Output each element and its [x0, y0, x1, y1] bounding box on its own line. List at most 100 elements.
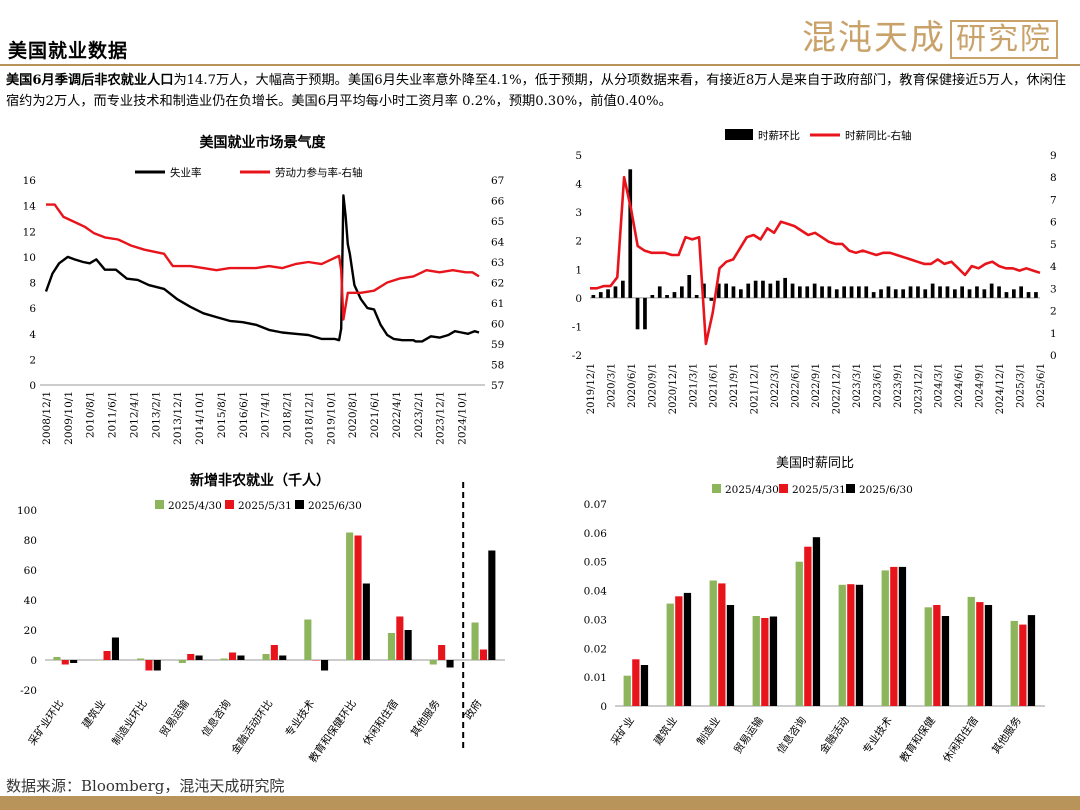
legend-label: 时薪同比-右轴 [845, 129, 912, 142]
y-tick-label: 3 [575, 207, 582, 219]
bar [827, 286, 832, 298]
bar [262, 654, 270, 660]
y-tick-label: 0.06 [584, 528, 608, 540]
bar [1026, 292, 1031, 298]
x-tick-label: 2020/3/1 [606, 363, 617, 408]
bar [270, 645, 278, 660]
x-tick-label: 2009/10/1 [63, 391, 75, 445]
bar [933, 605, 941, 706]
bar [220, 658, 228, 660]
bar [804, 546, 812, 706]
x-tick-label: 2022/4/1 [391, 391, 403, 438]
x-tick-label: 2022/3/1 [770, 363, 781, 408]
bar [716, 283, 721, 298]
series-line [590, 175, 1041, 346]
x-tick-label: 2023/12/1 [913, 363, 924, 414]
series-line [46, 203, 480, 321]
bar [881, 570, 889, 706]
x-tick-label: 2021/6/1 [369, 391, 381, 438]
bar [683, 592, 692, 706]
x-tick-label: 2018/2/1 [282, 391, 294, 438]
x-tick-label: 2019/10/1 [325, 391, 337, 445]
chart-wage-yoy-by-sector: 美国时薪同比 2025/4/30 2025/5/31 2025/6/30 0 0.01 0.… [584, 456, 1045, 765]
y-tick-label: 0.01 [584, 672, 607, 684]
bar [795, 561, 803, 706]
y2-tick-label: 60 [491, 319, 504, 331]
series-line [44, 194, 480, 343]
bar [941, 616, 950, 706]
y-tick-label: 100 [17, 505, 37, 517]
bar [752, 616, 760, 706]
y2-tick-label: 59 [491, 339, 504, 351]
legend-label: 时薪环比 [758, 129, 800, 142]
bar [623, 675, 631, 706]
chart-hourly-wages: 时薪环比 时薪同比-右轴 -2 -1 0 1 2 3 4 5 0 1 2 3 4 5 6 7 8 9 2019/12/1… [572, 129, 1057, 414]
category-label: 贸易运输 [157, 697, 192, 739]
legend-swatch [712, 484, 721, 493]
x-tick-label: 2013/2/1 [150, 391, 162, 438]
bar [279, 655, 287, 660]
bar [95, 660, 103, 661]
bar [598, 292, 603, 298]
bar [726, 605, 735, 706]
y2-tick-label: 66 [491, 196, 505, 208]
bar [103, 651, 111, 660]
bar [362, 583, 370, 660]
bar [838, 584, 846, 706]
chart-title: 美国时薪同比 [776, 456, 854, 471]
bar [893, 289, 898, 298]
logo-boxed-text: 研究院 [950, 20, 1058, 59]
bar [753, 280, 758, 298]
y2-tick-label: 5 [1050, 239, 1057, 251]
bar [387, 633, 395, 660]
bar [761, 280, 765, 298]
category-label: 教育和保健 [897, 714, 938, 765]
page-title: 美国就业数据 [8, 40, 129, 62]
y-tick-label: 10 [23, 252, 36, 264]
bottom-bar [0, 796, 1080, 810]
bar [967, 596, 975, 706]
legend-label: 劳动力参与率-右轴 [275, 166, 363, 179]
bar [321, 660, 329, 671]
y-tick-label: 12 [23, 226, 36, 238]
x-tick-label: 2023/3/1 [852, 363, 863, 408]
bar [890, 566, 898, 706]
x-tick-label: 2022/12/1 [831, 363, 842, 414]
y-tick-label: -1 [572, 321, 582, 333]
x-tick-label: 2024/10/1 [457, 391, 469, 445]
bar [640, 665, 649, 706]
legend-swatch [846, 484, 855, 493]
summary-text: 为14.7万人，大幅高于预期。美国6月失业率意外降至4.1%，低于预期，从分项数… [6, 73, 1066, 109]
bar [187, 654, 195, 660]
bar [479, 649, 487, 660]
y2-tick-label: 2 [1050, 306, 1057, 318]
bar [967, 289, 972, 298]
x-tick-label: 2013/12/1 [172, 391, 184, 445]
y2-tick-label: 58 [491, 360, 504, 372]
x-tick-label: 2016/6/1 [238, 391, 250, 438]
bar [1027, 615, 1036, 706]
brand-logo: 混沌天成 研究院 [802, 10, 1058, 59]
bar [632, 659, 640, 706]
y2-tick-label: 7 [1050, 194, 1057, 206]
x-tick-label: 2021/9/1 [729, 363, 740, 408]
bar [798, 286, 802, 298]
legend-swatch [725, 129, 753, 140]
legend-label: 2025/5/31 [238, 500, 292, 512]
y2-tick-label: 57 [491, 380, 504, 392]
category-label: 休闲和住宿 [360, 697, 401, 747]
category-label: 建筑业 [651, 714, 680, 747]
bar [960, 286, 964, 298]
x-tick-label: 2023/12/1 [435, 391, 447, 445]
bar [739, 289, 743, 298]
bar [864, 286, 869, 298]
logo-text: 混沌天成 [802, 18, 946, 58]
y-tick-label: 1 [575, 264, 582, 276]
x-tick-label: 2020/12/1 [668, 363, 679, 414]
x-tick-label: 2024/3/1 [934, 363, 945, 408]
bar [111, 637, 119, 660]
x-tick-label: 2023/2/1 [413, 391, 425, 438]
bar [855, 584, 864, 706]
bar [930, 283, 935, 298]
bar [687, 275, 692, 298]
